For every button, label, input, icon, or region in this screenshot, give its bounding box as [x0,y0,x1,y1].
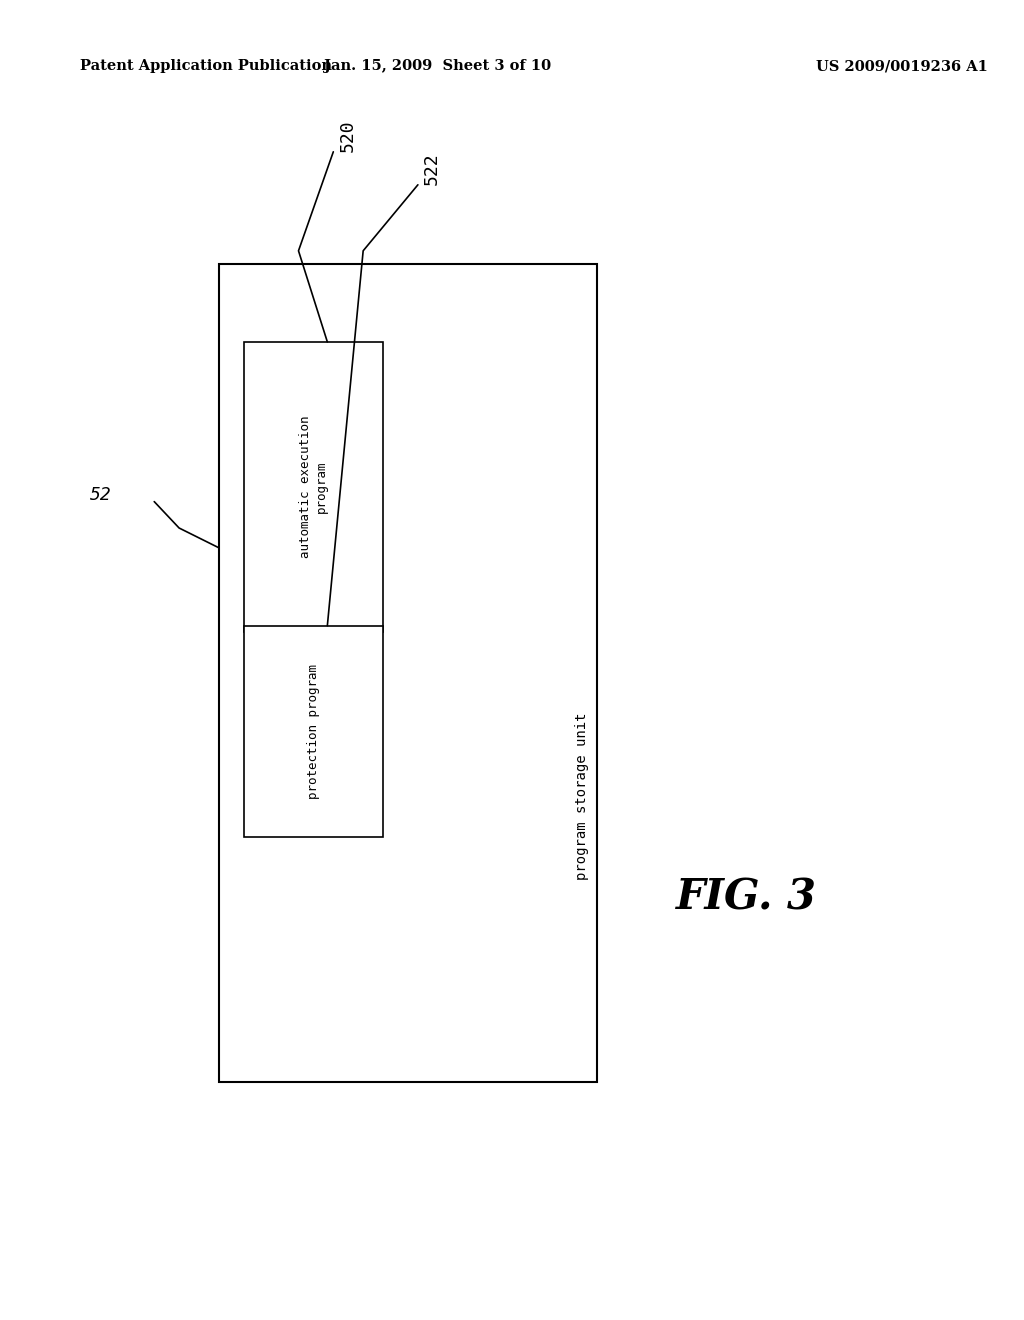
FancyBboxPatch shape [244,342,383,632]
FancyBboxPatch shape [219,264,597,1082]
Text: program storage unit: program storage unit [575,713,589,879]
Text: 520: 520 [338,119,356,152]
Text: FIG. 3: FIG. 3 [676,876,817,919]
Text: automatic execution
program: automatic execution program [299,416,328,558]
FancyBboxPatch shape [244,626,383,837]
Text: Patent Application Publication: Patent Application Publication [80,59,332,74]
Text: US 2009/0019236 A1: US 2009/0019236 A1 [816,59,988,74]
Text: protection program: protection program [307,664,319,799]
Text: Jan. 15, 2009  Sheet 3 of 10: Jan. 15, 2009 Sheet 3 of 10 [325,59,551,74]
Text: 522: 522 [423,152,441,185]
Text: 52: 52 [89,486,112,504]
